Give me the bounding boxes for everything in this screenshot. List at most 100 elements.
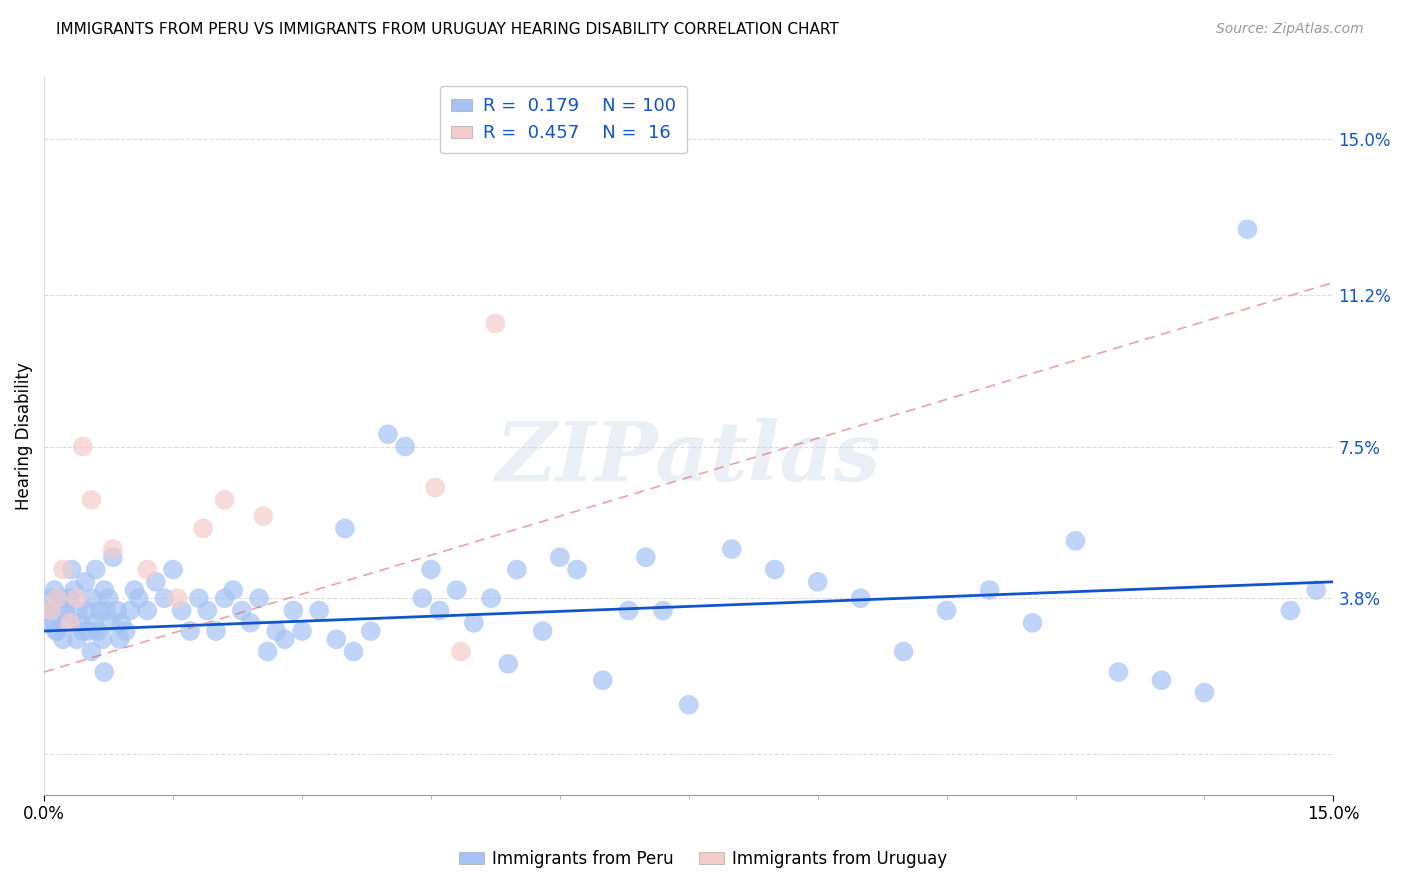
- Point: [124, 582, 146, 597]
- Point: [222, 582, 245, 597]
- Point: [1279, 603, 1302, 617]
- Point: [37, 603, 59, 617]
- Point: [145, 574, 167, 589]
- Point: [101, 550, 124, 565]
- Point: [83, 615, 105, 630]
- Point: [565, 562, 588, 576]
- Point: [1305, 582, 1327, 597]
- Point: [69, 615, 91, 630]
- Point: [86, 624, 108, 638]
- Point: [46, 591, 69, 606]
- Point: [935, 603, 957, 617]
- Point: [252, 509, 274, 524]
- Point: [187, 591, 209, 606]
- Point: [44, 582, 66, 597]
- Point: [120, 603, 142, 617]
- Point: [170, 603, 193, 617]
- Point: [342, 644, 364, 658]
- Point: [162, 562, 184, 576]
- Point: [634, 550, 657, 565]
- Y-axis label: Hearing Disability: Hearing Disability: [15, 362, 32, 510]
- Point: [1150, 673, 1173, 688]
- Point: [66, 632, 89, 647]
- Point: [849, 591, 872, 606]
- Point: [411, 591, 433, 606]
- Point: [55, 603, 77, 617]
- Point: [807, 574, 830, 589]
- Point: [80, 591, 103, 606]
- Point: [108, 632, 131, 647]
- Point: [59, 591, 82, 606]
- Point: [247, 591, 270, 606]
- Point: [429, 603, 451, 617]
- Point: [46, 624, 69, 638]
- Point: [191, 522, 214, 536]
- Point: [56, 615, 79, 630]
- Point: [66, 591, 89, 606]
- Point: [80, 492, 103, 507]
- Point: [678, 698, 700, 712]
- Point: [52, 562, 75, 576]
- Point: [496, 657, 519, 671]
- Point: [1021, 615, 1043, 630]
- Text: Source: ZipAtlas.com: Source: ZipAtlas.com: [1216, 22, 1364, 37]
- Point: [506, 562, 529, 576]
- Point: [463, 615, 485, 630]
- Point: [205, 624, 228, 638]
- Point: [45, 624, 67, 638]
- Point: [166, 591, 188, 606]
- Point: [136, 603, 159, 617]
- Point: [450, 644, 472, 658]
- Point: [114, 624, 136, 638]
- Point: [93, 665, 115, 679]
- Point: [72, 624, 94, 638]
- Point: [1108, 665, 1130, 679]
- Point: [231, 603, 253, 617]
- Legend: Immigrants from Peru, Immigrants from Uruguay: Immigrants from Peru, Immigrants from Ur…: [453, 844, 953, 875]
- Point: [893, 644, 915, 658]
- Point: [110, 615, 132, 630]
- Point: [60, 562, 83, 576]
- Point: [548, 550, 571, 565]
- Point: [360, 624, 382, 638]
- Point: [41, 615, 63, 630]
- Point: [446, 582, 468, 597]
- Point: [67, 603, 90, 617]
- Point: [80, 644, 103, 658]
- Point: [75, 574, 97, 589]
- Point: [39, 591, 62, 606]
- Text: IMMIGRANTS FROM PERU VS IMMIGRANTS FROM URUGUAY HEARING DISABILITY CORRELATION C: IMMIGRANTS FROM PERU VS IMMIGRANTS FROM …: [56, 22, 839, 37]
- Point: [1064, 533, 1087, 548]
- Point: [214, 591, 236, 606]
- Point: [333, 522, 356, 536]
- Point: [617, 603, 640, 617]
- Point: [377, 427, 399, 442]
- Point: [394, 440, 416, 454]
- Point: [592, 673, 614, 688]
- Point: [264, 624, 287, 638]
- Point: [63, 582, 86, 597]
- Point: [1194, 685, 1216, 699]
- Point: [72, 440, 94, 454]
- Text: ZIPatlas: ZIPatlas: [496, 417, 882, 498]
- Point: [197, 603, 219, 617]
- Point: [100, 615, 122, 630]
- Point: [51, 591, 73, 606]
- Point: [77, 624, 100, 638]
- Point: [214, 492, 236, 507]
- Point: [484, 317, 506, 331]
- Point: [325, 632, 347, 647]
- Point: [84, 562, 107, 576]
- Point: [59, 615, 82, 630]
- Point: [419, 562, 441, 576]
- Point: [979, 582, 1001, 597]
- Point: [136, 562, 159, 576]
- Point: [39, 603, 62, 617]
- Point: [256, 644, 278, 658]
- Point: [291, 624, 314, 638]
- Point: [763, 562, 786, 576]
- Point: [128, 591, 150, 606]
- Point: [76, 603, 98, 617]
- Point: [93, 582, 115, 597]
- Point: [479, 591, 502, 606]
